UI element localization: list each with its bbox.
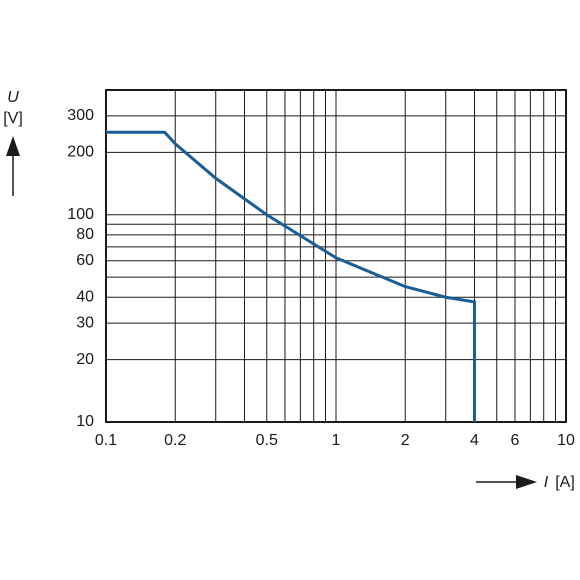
x-axis-unit: [A]: [555, 474, 575, 491]
x-tick-label: 4: [470, 432, 479, 449]
y-tick-label: 300: [67, 107, 94, 124]
y-axis-arrow: [6, 136, 20, 196]
y-tick-label: 200: [67, 144, 94, 161]
y-tick-label: 40: [76, 288, 94, 305]
y-tick-label: 100: [67, 206, 94, 223]
x-tick-label: 2: [401, 432, 410, 449]
x-tick-label: 1: [332, 432, 341, 449]
y-tick-label: 80: [76, 226, 94, 243]
y-tick-label: 10: [76, 413, 94, 430]
x-tick-label: 0.2: [164, 432, 186, 449]
y-axis-symbol: U: [7, 89, 19, 106]
y-tick-label: 30: [76, 314, 94, 331]
plot-frame: [105, 89, 567, 423]
x-axis-arrow: [476, 475, 537, 489]
y-tick-label: 20: [76, 351, 94, 368]
x-tick-label: 0.1: [95, 432, 117, 449]
x-axis-symbol: I: [544, 474, 549, 491]
x-tick-label: 6: [511, 432, 520, 449]
x-tick-label: 10: [557, 432, 575, 449]
x-tick-label: 0.5: [256, 432, 278, 449]
y-tick-label: 60: [76, 252, 94, 269]
data-line: [106, 130, 476, 422]
y-axis-unit: [V]: [3, 110, 23, 127]
